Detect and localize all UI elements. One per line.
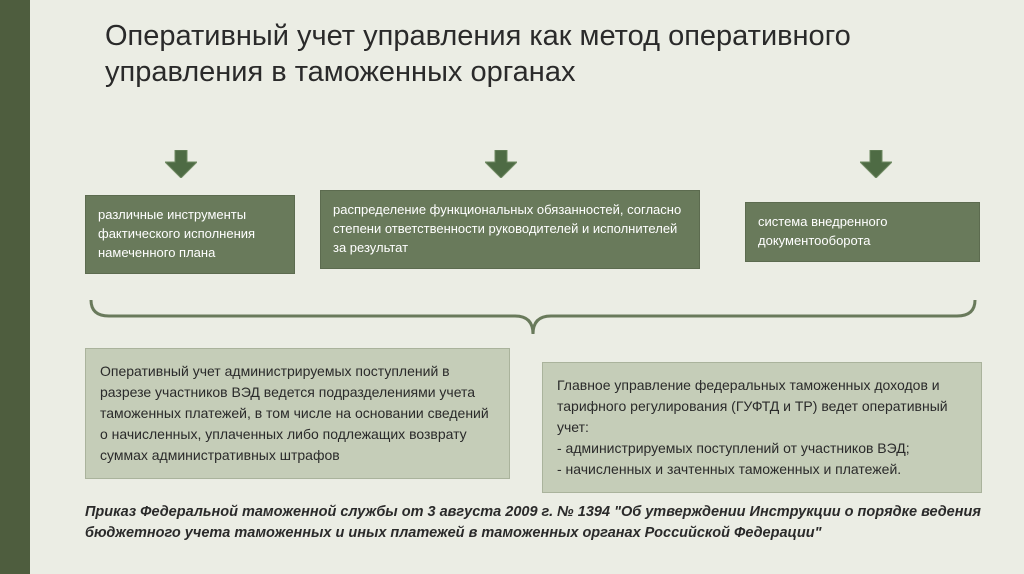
slide-content: Оперативный учет управления как метод оп…	[30, 0, 1024, 574]
category-box: система внедренного документооборота	[745, 202, 980, 262]
down-arrow-icon	[165, 150, 197, 178]
footer-citation: Приказ Федеральной таможенной службы от …	[85, 502, 985, 544]
detail-box: Главное управление федеральных таможенны…	[542, 362, 982, 493]
accent-sidebar	[0, 0, 30, 574]
brace-connector	[85, 298, 981, 338]
category-box: распределение функциональных обязанносте…	[320, 190, 700, 269]
down-arrow-icon	[485, 150, 517, 178]
down-arrow-icon	[860, 150, 892, 178]
category-box: различные инструменты фактического испол…	[85, 195, 295, 274]
page-title: Оперативный учет управления как метод оп…	[105, 18, 925, 91]
detail-box: Оперативный учет администрируемых поступ…	[85, 348, 510, 479]
